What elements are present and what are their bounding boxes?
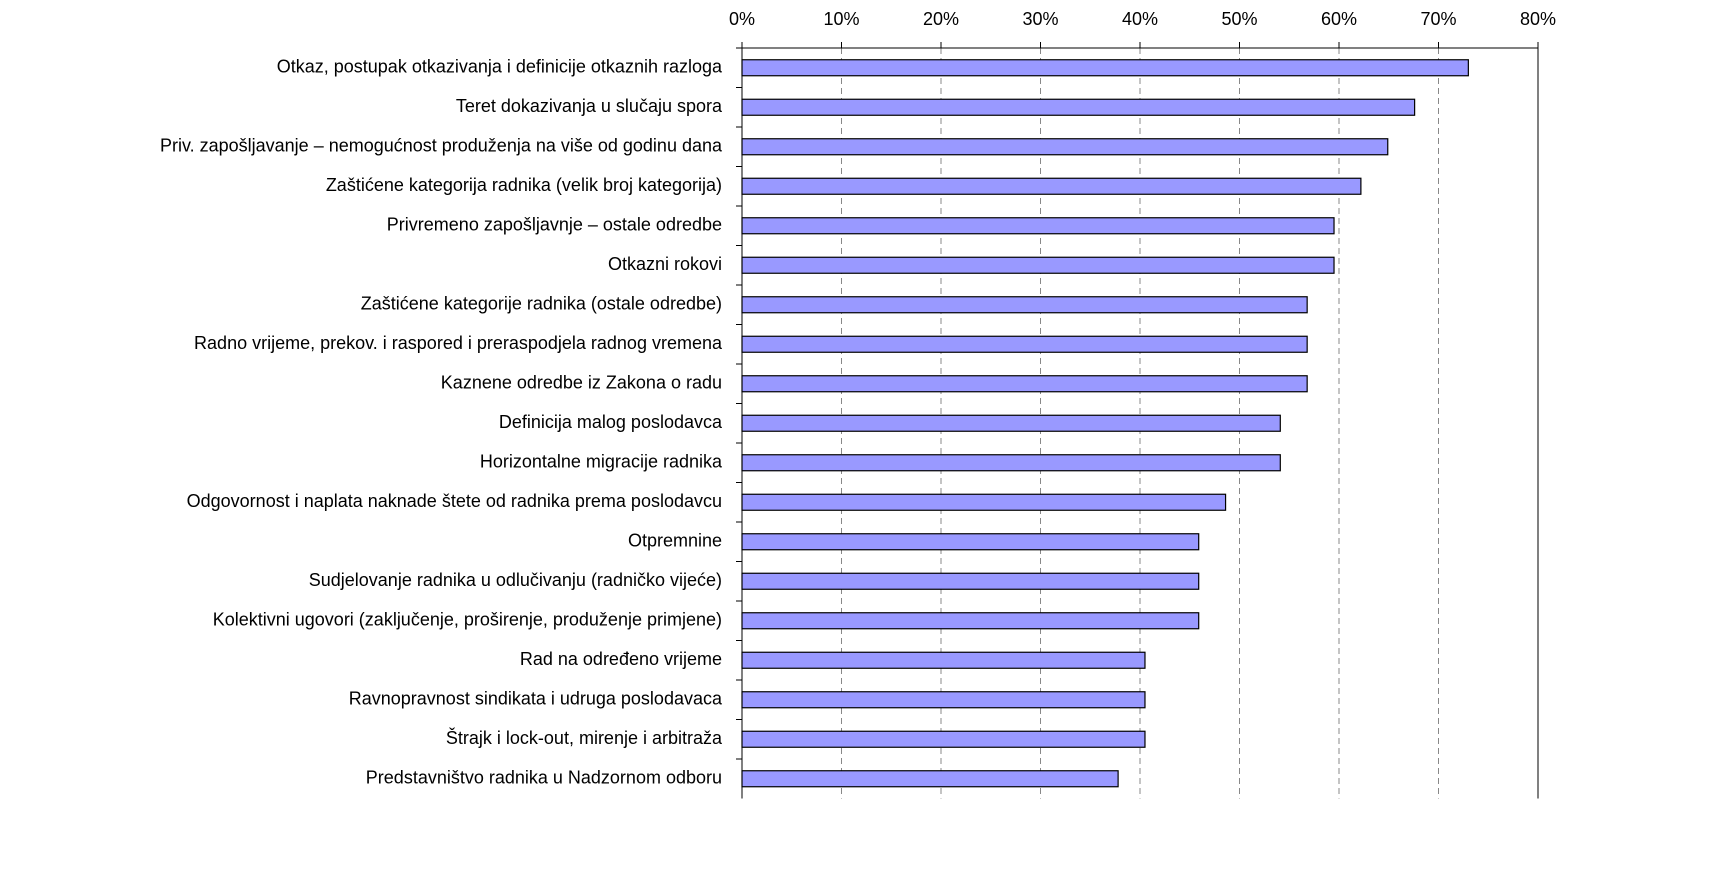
- y-tick-label: Definicija malog poslodavca: [499, 412, 723, 432]
- bar: [741, 691, 1146, 709]
- bar: [741, 98, 1416, 116]
- y-tick-label: Otkazni rokovi: [608, 254, 722, 274]
- x-tick-label: 20%: [923, 9, 959, 29]
- x-tick-label: 50%: [1221, 9, 1257, 29]
- y-tick-label: Priv. zapošljavanje – nemogućnost produž…: [160, 136, 723, 156]
- bar: [741, 770, 1119, 788]
- bar: [741, 493, 1227, 511]
- x-tick-label: 0%: [729, 9, 755, 29]
- y-tick-label: Teret dokazivanja u slučaju spora: [456, 96, 723, 116]
- y-tick-label: Štrajk i lock-out, mirenje i arbitraža: [446, 727, 723, 748]
- bar: [741, 256, 1335, 274]
- bar: [741, 651, 1146, 669]
- y-tick-label: Kolektivni ugovori (zaključenje, prošire…: [213, 610, 722, 630]
- x-tick-label: 40%: [1122, 9, 1158, 29]
- bar: [741, 730, 1146, 748]
- bar: [741, 454, 1281, 472]
- y-tick-label: Predstavništvo radnika u Nadzornom odbor…: [366, 768, 722, 788]
- y-tick-label: Privremeno zapošljavnje – ostale odredbe: [387, 215, 722, 235]
- x-tick-label: 30%: [1022, 9, 1058, 29]
- bar: [741, 138, 1389, 156]
- bar: [741, 335, 1308, 353]
- y-tick-label: Zaštićene kategorija radnika (velik broj…: [326, 175, 722, 195]
- x-tick-label: 80%: [1520, 9, 1556, 29]
- bar: [741, 572, 1200, 590]
- bar: [741, 177, 1362, 195]
- x-tick-label: 10%: [823, 9, 859, 29]
- y-tick-label: Otpremnine: [628, 531, 722, 551]
- x-tick-label: 70%: [1420, 9, 1456, 29]
- y-tick-label: Odgovornost i naplata naknade štete od r…: [187, 491, 722, 511]
- bar: [741, 296, 1308, 314]
- y-tick-label: Sudjelovanje radnika u odlučivanju (radn…: [309, 570, 722, 590]
- bar: [741, 533, 1200, 551]
- bar: [741, 414, 1281, 432]
- bar: [741, 612, 1200, 630]
- y-tick-label: Rad na određeno vrijeme: [520, 649, 722, 669]
- y-tick-label: Ravnopravnost sindikata i udruga posloda…: [349, 689, 723, 709]
- y-tick-label: Kaznene odredbe iz Zakona o radu: [441, 373, 722, 393]
- y-tick-label: Horizontalne migracije radnika: [480, 452, 723, 472]
- y-tick-label: Radno vrijeme, prekov. i raspored i prer…: [194, 333, 723, 353]
- y-tick-label: Otkaz, postupak otkazivanja i definicije…: [277, 57, 723, 77]
- y-tick-label: Zaštićene kategorije radnika (ostale odr…: [361, 294, 722, 314]
- bar: [741, 375, 1308, 393]
- bar: [741, 217, 1335, 235]
- x-tick-label: 60%: [1321, 9, 1357, 29]
- bar: [741, 59, 1469, 77]
